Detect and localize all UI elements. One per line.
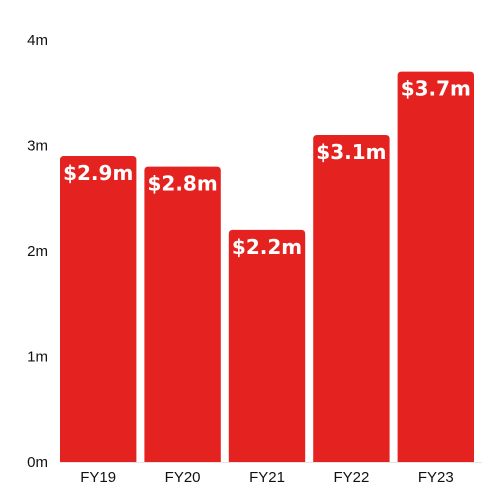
y-axis-ticks: 0m 1m 2m 3m 4m	[27, 32, 48, 471]
bar-value-label: $2.9m	[63, 161, 133, 185]
y-tick-label: 3m	[27, 138, 48, 155]
bar-fy22	[313, 134, 390, 462]
y-tick-label: 2m	[27, 243, 48, 260]
bar-fy21	[228, 229, 306, 462]
y-tick-label: 0m	[27, 454, 48, 471]
x-tick-label: FY23	[418, 469, 454, 486]
y-tick-label: 4m	[27, 32, 48, 49]
x-axis-labels: FY19 FY20 FY21 FY22 FY23	[80, 469, 453, 486]
bar-value-label: $3.1m	[316, 140, 386, 164]
bar-fy23	[397, 71, 474, 463]
bar-value-label: $2.8m	[148, 172, 218, 196]
bar-fy20	[144, 166, 221, 462]
bar-fy19	[60, 156, 137, 463]
bar-value-label: $2.2m	[232, 235, 302, 259]
bars: $2.9m $2.8m $2.2m $3.1m $3.7m	[60, 71, 474, 463]
y-tick-label: 1m	[27, 349, 48, 366]
x-tick-label: FY22	[333, 469, 369, 486]
x-tick-label: FY19	[80, 469, 116, 486]
x-tick-label: FY20	[165, 469, 201, 486]
x-tick-label: FY21	[249, 469, 285, 486]
bar-value-label: $3.7m	[401, 77, 471, 101]
